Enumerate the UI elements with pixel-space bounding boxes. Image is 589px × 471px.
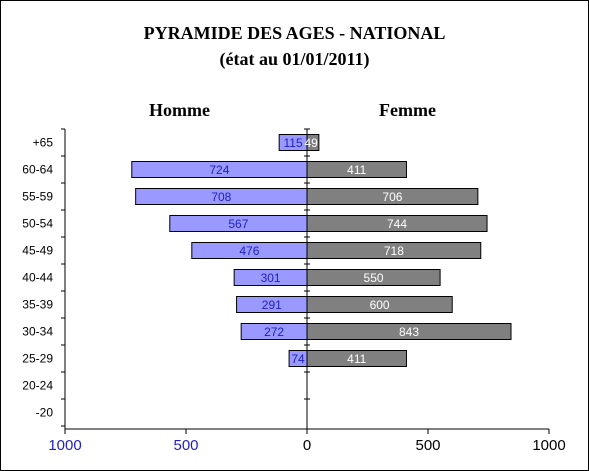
- homme-data-label: 272: [264, 325, 284, 339]
- x-tick-label: 0: [303, 437, 311, 454]
- category-label: 60-64: [22, 163, 53, 177]
- femme-bar: [306, 323, 512, 340]
- femme-data-label: 706: [382, 190, 402, 204]
- femme-bar: [306, 161, 407, 178]
- category-label: 25-29: [22, 352, 53, 366]
- homme-axis-title: Homme: [149, 100, 210, 120]
- femme-data-label: 550: [364, 271, 384, 285]
- homme-data-label: 708: [211, 190, 231, 204]
- femme-data-label: 600: [370, 298, 390, 312]
- category-label: 20-24: [22, 379, 53, 393]
- homme-data-label: 567: [228, 217, 248, 231]
- femme-data-label: 411: [347, 352, 366, 366]
- femme-bar: [306, 134, 320, 151]
- femme-data-label: 744: [387, 217, 407, 231]
- x-tick-label: 1000: [532, 437, 565, 454]
- femme-data-label: 49: [304, 136, 318, 150]
- femme-data-label: 411: [347, 163, 366, 177]
- femme-bar: [306, 350, 407, 367]
- femme-bar: [306, 215, 488, 232]
- femme-bar: [306, 188, 479, 205]
- femme-bar: [306, 242, 482, 259]
- femme-axis-title: Femme: [379, 100, 436, 120]
- femme-data-label: 843: [399, 325, 419, 339]
- category-label: -20: [36, 406, 54, 420]
- category-label: 40-44: [22, 271, 53, 285]
- homme-data-label: 115: [284, 136, 303, 150]
- x-tick-label: 500: [415, 437, 440, 454]
- chart-title: PYRAMIDE DES AGES - NATIONAL: [143, 23, 446, 43]
- homme-data-label: 724: [209, 163, 229, 177]
- homme-data-label: 476: [239, 244, 259, 258]
- category-label: 55-59: [22, 190, 53, 204]
- homme-data-label: 291: [262, 298, 282, 312]
- category-label: 35-39: [22, 298, 53, 312]
- femme-bar: [306, 296, 453, 313]
- category-label: +65: [33, 136, 54, 150]
- femme-data-label: 718: [384, 244, 404, 258]
- x-tick-label: 500: [173, 437, 198, 454]
- category-label: 30-34: [22, 325, 53, 339]
- femme-bar: [306, 269, 441, 286]
- category-label: 45-49: [22, 244, 53, 258]
- category-label: 50-54: [22, 217, 53, 231]
- chart-subtitle: (état au 01/01/2011): [219, 49, 370, 69]
- x-tick-label: 1000: [48, 437, 81, 454]
- homme-data-label: 74: [291, 352, 305, 366]
- homme-data-label: 301: [261, 271, 281, 285]
